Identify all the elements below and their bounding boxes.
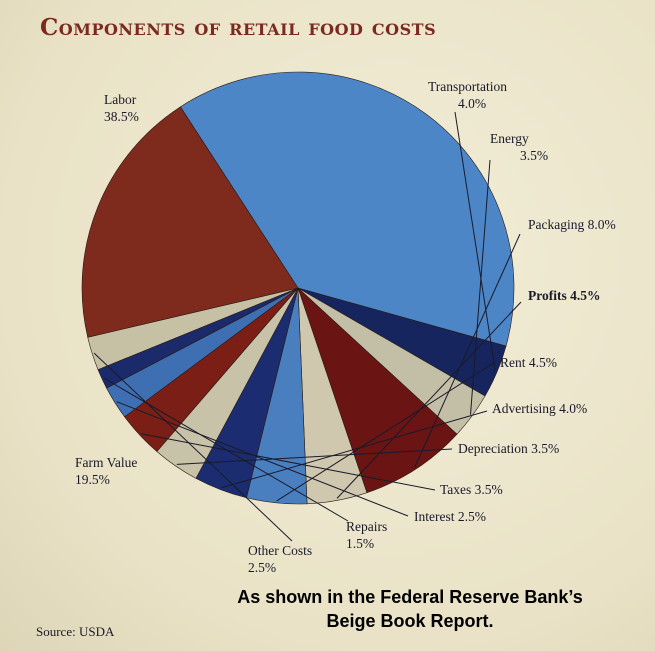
leader-line: [414, 233, 521, 468]
slice-label-advertising: Advertising 4.0%: [492, 401, 587, 416]
slice-label-packaging: Packaging 8.0%: [528, 217, 616, 232]
leader-line: [103, 377, 349, 522]
leader-line: [454, 111, 496, 371]
source-note: Source: USDA: [36, 624, 115, 639]
slice-label-energy: Energy 3.5%: [490, 131, 548, 163]
caption: As shown in the Federal Reserve Bank’s B…: [180, 585, 640, 633]
caption-line-1: As shown in the Federal Reserve Bank’s: [237, 587, 583, 607]
leader-line: [221, 410, 488, 489]
leader-line: [470, 159, 491, 415]
leader-line: [93, 352, 293, 542]
chart-title: Components of retail food costs: [40, 14, 437, 41]
pie-slice-farm-value: [81, 106, 299, 338]
slice-label-depreciation: Depreciation 3.5%: [458, 441, 559, 456]
slice-label-farm-value: Farm Value 19.5%: [75, 455, 137, 487]
slice-label-repairs: Repairs 1.5%: [346, 519, 387, 551]
leader-line: [276, 361, 496, 502]
leader-line: [336, 301, 522, 499]
slice-label-profits: Profits 4.5%: [528, 288, 601, 303]
slice-label-rent: Rent 4.5%: [500, 355, 557, 370]
caption-line-2: Beige Book Report.: [326, 611, 494, 631]
slice-label-interest: Interest 2.5%: [414, 509, 486, 524]
pie-slice-packaging: [297, 287, 458, 494]
slice-label-taxes: Taxes 3.5%: [440, 482, 503, 497]
leader-line: [141, 433, 436, 491]
slice-label-labor: Labor 38.5%: [104, 92, 139, 124]
pie-slice-labor: [179, 71, 515, 347]
slice-label-other-costs: Other Costs 2.5%: [248, 543, 312, 575]
leader-line: [176, 448, 453, 465]
slice-label-transportation: Transportation 4.0%: [428, 79, 507, 111]
